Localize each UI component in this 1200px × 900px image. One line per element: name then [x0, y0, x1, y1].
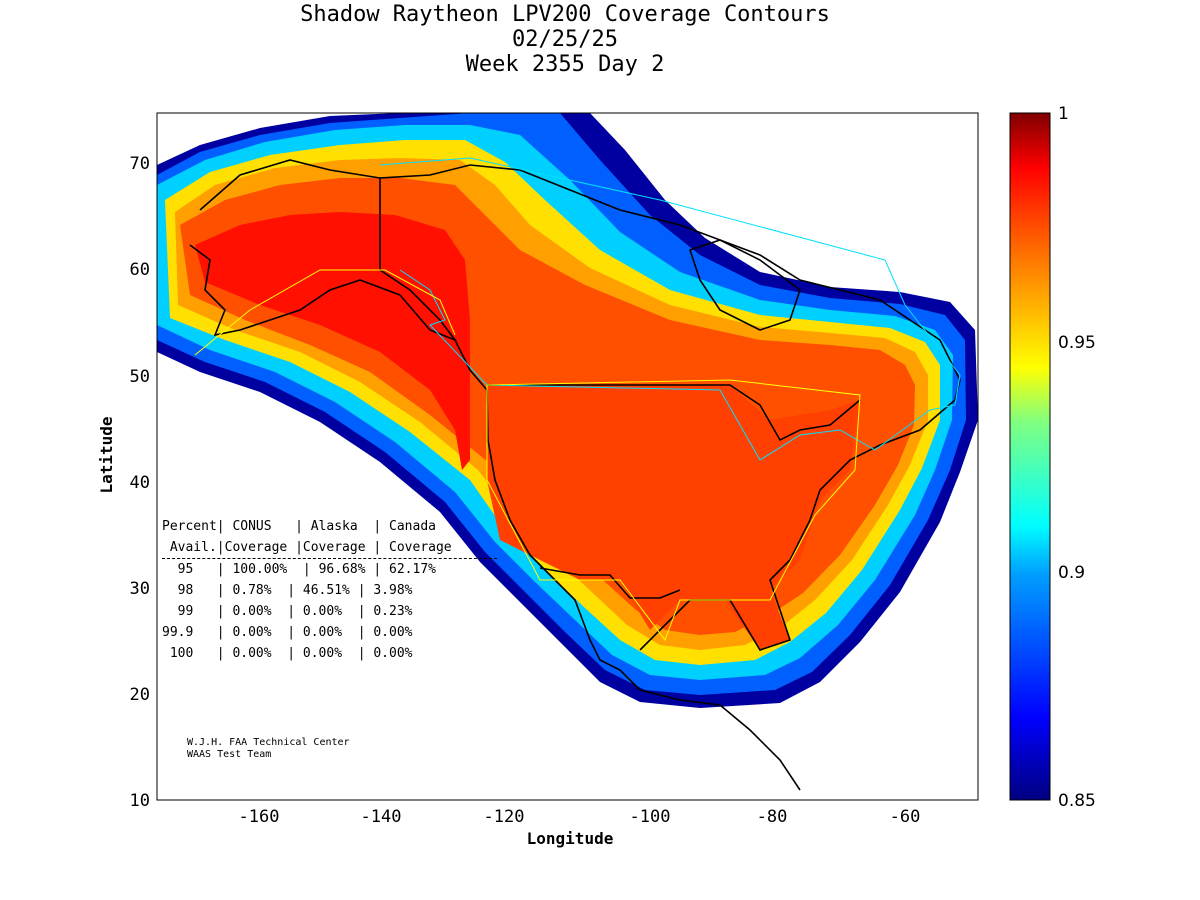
- west-coast: [454, 339, 801, 791]
- y-tick-label: 20: [130, 685, 150, 705]
- y-tick-label: 70: [130, 154, 150, 174]
- contour-099: [195, 212, 470, 470]
- us-mexico-border: [539, 567, 681, 599]
- x-tick-label: -120: [484, 807, 525, 827]
- colorbar-scale: [1009, 112, 1051, 801]
- credits: W.J.H. FAA Technical Center WAAS Test Tea…: [187, 737, 350, 761]
- x-axis-label: Longitude: [527, 829, 614, 848]
- hudson-bay: [688, 239, 801, 331]
- title-week: Week 2355 Day 2: [465, 52, 665, 77]
- y-tick-label: 30: [130, 579, 150, 599]
- y-axis-label: Latitude: [97, 416, 116, 493]
- y-tick-label: 10: [130, 791, 150, 811]
- title-date: 02/25/25: [512, 27, 618, 52]
- contour-conus: [487, 385, 860, 650]
- service-volume-outlines: [194, 157, 961, 642]
- table-row: 99 | 0.00% | 0.00% | 0.23%: [177, 604, 413, 619]
- y-tick-label: 40: [130, 473, 150, 493]
- coverage-table: Percent| CONUS | Alaska | Canada Avail.|…: [162, 516, 497, 664]
- x-tick-label: -100: [630, 807, 671, 827]
- y-tick-label: 60: [130, 260, 150, 280]
- credit-line-2: WAAS Test Team: [187, 749, 272, 760]
- colorbar-tick: 0.95: [1058, 333, 1096, 353]
- title-line-1: Shadow Raytheon LPV200 Coverage Contours: [300, 2, 830, 27]
- plot-frame: [156, 112, 979, 801]
- y-tick-label: 50: [130, 367, 150, 387]
- x-tick-label: -80: [757, 807, 788, 827]
- x-axis: -160 -140 -120 -100 -80 -60: [239, 807, 921, 827]
- alaska-coast: [189, 159, 458, 342]
- colorbar: 0.85 0.9 0.95 1: [1009, 104, 1096, 811]
- colorbar-tick: 0.9: [1058, 563, 1085, 583]
- x-tick-label: -140: [361, 807, 402, 827]
- table-row: 95 | 100.00% | 96.68% | 62.17%: [177, 562, 436, 577]
- x-tick-label: -160: [239, 807, 280, 827]
- x-tick-label: -60: [890, 807, 921, 827]
- table-row: 99.9 | 0.00% | 0.00% | 0.00%: [162, 625, 413, 640]
- colorbar-tick: 0.85: [1058, 791, 1096, 811]
- table-header-2: Avail.|Coverage |Coverage | Coverage: [162, 537, 497, 559]
- table-header-1: Percent| CONUS | Alaska | Canada: [162, 519, 436, 534]
- colorbar-tick: 1: [1058, 104, 1069, 124]
- y-axis: 10 20 30 40 50 60 70: [130, 154, 150, 811]
- us-canada-border: [487, 384, 861, 442]
- table-row: 98 | 0.78% | 46.51% | 3.98%: [177, 583, 413, 598]
- credit-line-1: W.J.H. FAA Technical Center: [187, 737, 350, 748]
- table-row: 100 | 0.00% | 0.00% | 0.00%: [169, 646, 413, 661]
